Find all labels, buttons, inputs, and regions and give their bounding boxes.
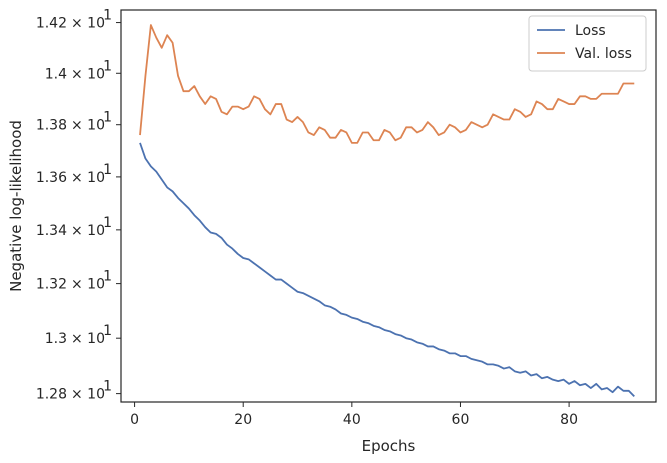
svg-text:1.34× 10: 1.34 × 10	[36, 223, 105, 239]
svg-text:1.4× 10: 1.4 × 10	[45, 66, 105, 82]
y-tick-mantissa: 1.32	[36, 277, 67, 293]
svg-text:1.36× 10: 1.36 × 10	[36, 170, 105, 186]
svg-text:1.3× 10: 1.3 × 10	[45, 331, 105, 347]
y-tick-mantissa: 1.34	[36, 223, 67, 239]
y-tick-exponent: 1	[103, 8, 112, 24]
svg-text:1.38× 10: 1.38 × 10	[36, 118, 105, 134]
plot-frame	[120, 9, 657, 403]
y-tick-exponent: 1	[103, 323, 112, 339]
svg-text:1.28× 10: 1.28 × 10	[36, 387, 105, 403]
legend-label-val-loss: Val. loss	[575, 46, 632, 62]
y-tick-exponent: 1	[103, 379, 112, 395]
y-tick-exponent: 1	[103, 215, 112, 231]
x-tick-label: 60	[452, 412, 470, 428]
x-tick-label: 80	[560, 412, 578, 428]
svg-text:1.42× 10: 1.42 × 10	[36, 16, 105, 32]
y-tick-mantissa: 1.36	[36, 170, 67, 186]
x-tick-label: 20	[234, 412, 252, 428]
y-tick-exponent: 1	[103, 58, 112, 74]
y-tick-mantissa: 1.4	[45, 66, 67, 82]
y-tick-multiplier: × 10	[71, 66, 105, 82]
svg-text:1.32× 10: 1.32 × 10	[36, 277, 105, 293]
y-tick-exponent: 1	[103, 162, 112, 178]
series-line-0	[139, 142, 635, 398]
y-tick-label: 11.32 × 10	[36, 269, 112, 293]
legend: Loss Val. loss	[528, 15, 647, 72]
y-tick-multiplier: × 10	[71, 223, 105, 239]
y-tick-multiplier: × 10	[71, 331, 105, 347]
y-tick-label: 11.36 × 10	[36, 162, 112, 186]
y-tick-label: 11.28 × 10	[36, 379, 112, 403]
y-axis-label: Negative log-likelihood	[7, 120, 25, 292]
x-axis-label: Epochs	[362, 437, 416, 455]
series-line-1	[139, 24, 635, 144]
x-tick-label: 40	[343, 412, 361, 428]
y-tick-multiplier: × 10	[71, 118, 105, 134]
y-tick-mantissa: 1.28	[36, 387, 67, 403]
y-tick-label: 11.34 × 10	[36, 215, 112, 239]
y-tick-exponent: 1	[103, 269, 112, 285]
y-tick-mantissa: 1.42	[36, 16, 67, 32]
y-tick-label: 11.42 × 10	[36, 8, 112, 32]
y-tick-multiplier: × 10	[71, 170, 105, 186]
y-tick-exponent: 1	[103, 110, 112, 126]
y-tick-label: 11.3 × 10	[45, 323, 112, 347]
y-tick-label: 11.38 × 10	[36, 110, 112, 134]
y-tick-mantissa: 1.38	[36, 118, 67, 134]
y-tick-multiplier: × 10	[71, 387, 105, 403]
x-tick-label: 0	[130, 412, 139, 428]
series-layer	[139, 24, 635, 398]
x-axis-ticks: 0 20 40 60 80	[130, 402, 578, 428]
y-tick-multiplier: × 10	[71, 16, 105, 32]
y-tick-label: 11.4 × 10	[45, 58, 112, 82]
legend-label-loss: Loss	[575, 23, 606, 39]
y-tick-mantissa: 1.3	[45, 331, 67, 347]
y-tick-multiplier: × 10	[71, 277, 105, 293]
